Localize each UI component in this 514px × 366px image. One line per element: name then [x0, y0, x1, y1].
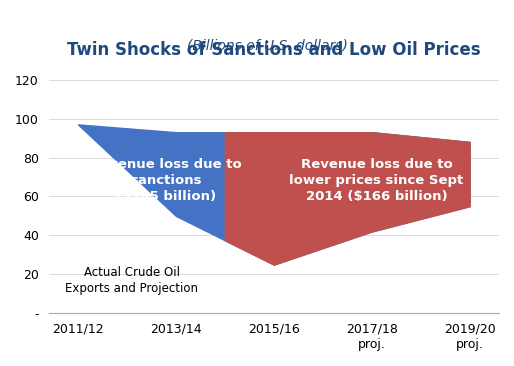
Text: Actual Crude Oil
Exports and Projection: Actual Crude Oil Exports and Projection: [65, 266, 198, 295]
Text: (Billions of U.S. dollars): (Billions of U.S. dollars): [187, 38, 347, 52]
Text: Revenue loss due to
lower prices since Sept
2014 ($166 billion): Revenue loss due to lower prices since S…: [289, 158, 464, 203]
Text: Revenue loss due to
sanctions
($185 billion): Revenue loss due to sanctions ($185 bill…: [90, 158, 242, 203]
Title: Twin Shocks of Sanctions and Low Oil Prices: Twin Shocks of Sanctions and Low Oil Pri…: [67, 41, 481, 59]
